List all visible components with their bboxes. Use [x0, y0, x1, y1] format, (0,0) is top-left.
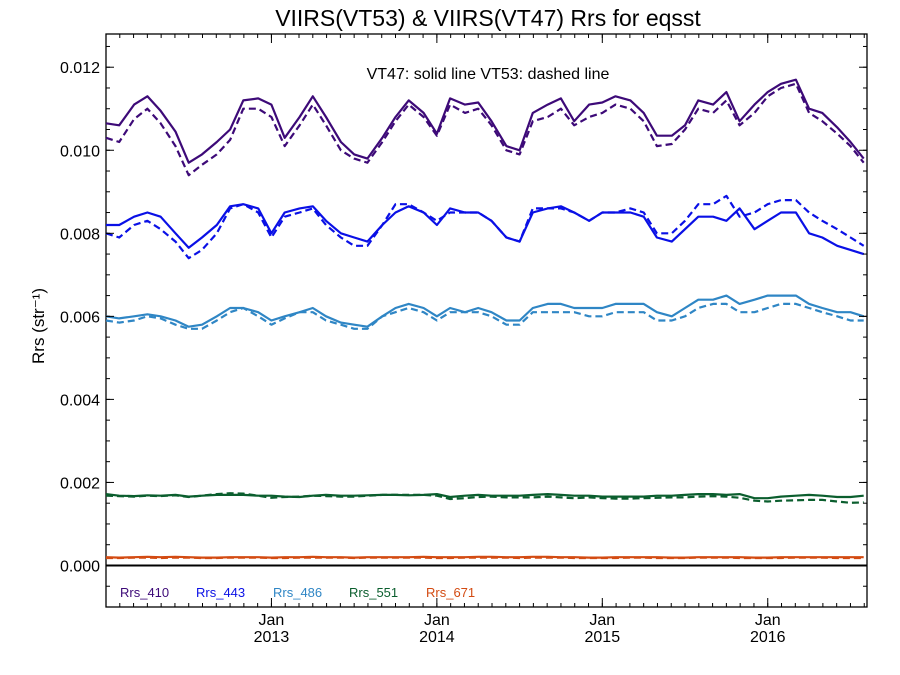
legend-item-rrs_671: Rrs_671: [426, 585, 475, 600]
tick-layer: 0.0000.0020.0040.0060.0080.0100.012Jan20…: [60, 34, 867, 646]
legend-item-rrs_443: Rrs_443: [196, 585, 245, 600]
y-axis-label: Rrs (str⁻¹): [29, 288, 48, 364]
x-tick-year-label: 2015: [585, 629, 621, 646]
chart-title: VIIRS(VT53) & VIIRS(VT47) Rrs for eqsst: [275, 5, 701, 31]
x-tick-month-label: Jan: [589, 612, 615, 629]
x-tick-month-label: Jan: [755, 612, 781, 629]
legend-item-rrs_410: Rrs_410: [120, 585, 169, 600]
y-tick-label: 0.002: [60, 475, 100, 492]
y-tick-label: 0.004: [60, 392, 100, 409]
y-tick-label: 0.012: [60, 60, 100, 77]
x-tick-year-label: 2014: [419, 629, 455, 646]
x-tick-year-label: 2016: [750, 629, 786, 646]
series-line-410-solid: [105, 78, 865, 164]
y-tick-label: 0.010: [60, 143, 100, 160]
legend: Rrs_410 Rrs_443 Rrs_486 Rrs_551 Rrs_671: [120, 585, 475, 600]
series-line-551-dashed: [105, 492, 864, 504]
y-tick-label: 0.008: [60, 226, 100, 243]
x-tick-month-label: Jan: [259, 612, 285, 629]
series-line-486-dashed: [105, 302, 864, 330]
series-line-443-dashed: [105, 194, 865, 260]
legend-item-rrs_551: Rrs_551: [349, 585, 398, 600]
series-line-551-solid: [105, 493, 864, 500]
y-tick-label: 0.006: [60, 309, 100, 326]
series-line-410-dashed: [105, 82, 865, 177]
series-layer: [105, 78, 865, 560]
line-style-note: VT47: solid line VT53: dashed line: [367, 66, 610, 83]
plot-frame: [105, 33, 868, 608]
y-tick-label: 0.000: [60, 558, 100, 575]
legend-item-rrs_486: Rrs_486: [273, 585, 322, 600]
series-line-486-solid: [105, 294, 865, 328]
x-tick-year-label: 2013: [254, 629, 290, 646]
x-tick-month-label: Jan: [424, 612, 450, 629]
